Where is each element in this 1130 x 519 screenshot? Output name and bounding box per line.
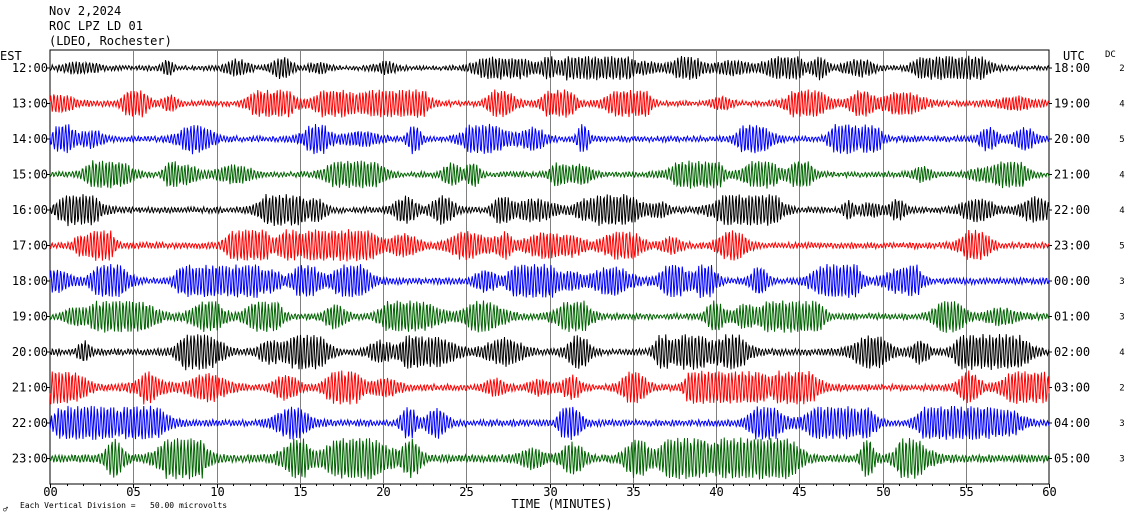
- trace-1500: [49, 160, 1050, 189]
- trace-1700: [49, 229, 1050, 262]
- row-label-utc: 22:00: [1054, 203, 1090, 217]
- seismic-traces: [49, 55, 1050, 480]
- row-label-est: 15:00: [12, 168, 48, 182]
- row-label-est: 22:00: [12, 416, 48, 430]
- trace-2000: [49, 333, 1050, 371]
- row-label-utc: 04:00: [1054, 416, 1090, 430]
- x-tick-label-10: 10: [210, 485, 224, 499]
- plot-frame: [49, 49, 1050, 485]
- trace-1600: [49, 193, 1050, 227]
- x-tick-label-40: 40: [709, 485, 723, 499]
- row-label-utc: 20:00: [1054, 132, 1090, 146]
- x-tick-label-50: 50: [876, 485, 890, 499]
- row-label-utc: 02:00: [1054, 345, 1090, 359]
- row-label-utc: 23:00: [1054, 239, 1090, 253]
- row-dc-value: 5: [1119, 135, 1124, 145]
- row-label-est: 14:00: [12, 132, 48, 146]
- trace-1800: [49, 263, 1050, 298]
- row-dc-value: 5: [1119, 242, 1124, 252]
- x-tick-label-60: 60: [1042, 485, 1056, 499]
- row-dc-value: 4: [1119, 171, 1124, 181]
- row-label-est: 16:00: [12, 203, 48, 217]
- trace-1900: [49, 300, 1050, 333]
- dc-label: DC: [1105, 50, 1116, 60]
- row-label-utc: 05:00: [1054, 452, 1090, 466]
- row-dc-value: 4: [1119, 348, 1124, 358]
- x-tick-label-00: 00: [43, 485, 57, 499]
- row-label-utc: 00:00: [1054, 274, 1090, 288]
- row-label-est: 18:00: [12, 274, 48, 288]
- row-label-utc: 01:00: [1054, 310, 1090, 324]
- x-tick-label-20: 20: [376, 485, 390, 499]
- row-label-utc: 03:00: [1054, 381, 1090, 395]
- x-tick-label-45: 45: [792, 485, 806, 499]
- row-label-est: 23:00: [12, 452, 48, 466]
- trace-2200: [49, 405, 1050, 441]
- row-label-utc: 21:00: [1054, 168, 1090, 182]
- row-dc-value: 4: [1119, 206, 1124, 216]
- right-zone-label: UTC: [1063, 49, 1085, 63]
- trace-2100: [49, 370, 1050, 405]
- row-label-est: 12:00: [12, 61, 48, 75]
- row-dc-value: 2: [1119, 384, 1124, 394]
- note-mark: ♂: [3, 505, 8, 514]
- row-label-utc: 19:00: [1054, 97, 1090, 111]
- row-label-est: 19:00: [12, 310, 48, 324]
- trace-1400: [49, 123, 1050, 155]
- header-location: (LDEO, Rochester): [49, 34, 172, 48]
- row-dc-value: 3: [1119, 455, 1124, 465]
- x-axis-label: TIME (MINUTES): [511, 497, 612, 511]
- header-date: Nov 2,2024: [49, 4, 122, 18]
- trace-2300: [49, 437, 1050, 480]
- row-dc-value: 3: [1119, 277, 1124, 287]
- x-tick-label-35: 35: [626, 485, 640, 499]
- row-dc-value: 2: [1119, 64, 1124, 74]
- x-tick-label-05: 05: [126, 485, 140, 499]
- row-label-est: 21:00: [12, 381, 48, 395]
- row-dc-value: 4: [1119, 100, 1124, 110]
- trace-1200: [49, 55, 1050, 81]
- x-tick-label-15: 15: [293, 485, 307, 499]
- row-label-utc: 18:00: [1054, 61, 1090, 75]
- row-dc-value: 3: [1119, 419, 1124, 429]
- trace-1300: [49, 89, 1050, 118]
- x-tick-label-30: 30: [543, 485, 557, 499]
- vertical-division-note: Each Vertical Division = 50.00 microvolt…: [20, 501, 228, 510]
- header-station: ROC LPZ LD 01: [49, 19, 143, 33]
- row-label-est: 17:00: [12, 239, 48, 253]
- left-zone-label: EST: [0, 49, 22, 63]
- x-tick-label-55: 55: [959, 485, 973, 499]
- row-dc-value: 3: [1119, 313, 1124, 323]
- x-tick-label-25: 25: [459, 485, 473, 499]
- row-label-est: 20:00: [12, 345, 48, 359]
- row-label-est: 13:00: [12, 97, 48, 111]
